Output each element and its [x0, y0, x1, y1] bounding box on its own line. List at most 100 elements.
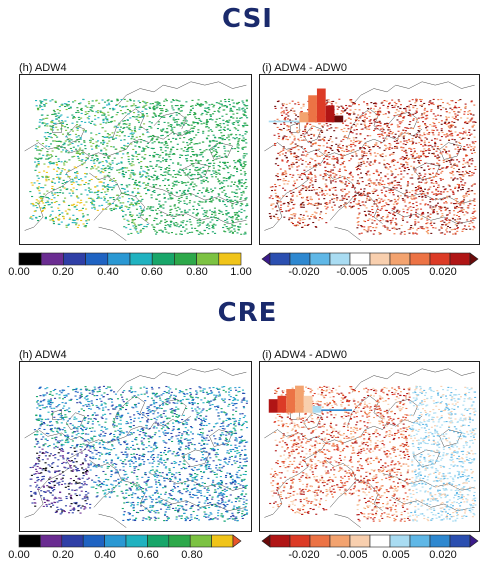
station-dot: [89, 197, 92, 199]
station-dot: [464, 162, 467, 164]
station-dot: [197, 161, 200, 163]
station-dot: [369, 197, 372, 199]
station-dot: [111, 167, 114, 169]
station-dot: [157, 121, 160, 123]
station-dot: [312, 142, 315, 145]
station-dot: [188, 124, 191, 126]
station-dot: [196, 154, 199, 156]
station-dot: [57, 219, 60, 221]
station-dot: [108, 203, 111, 205]
station-dot: [414, 224, 417, 226]
station-dot: [276, 173, 279, 175]
station-dot: [281, 139, 284, 141]
station-dot: [421, 226, 424, 228]
station-dot: [29, 191, 32, 193]
station-dot: [179, 132, 182, 134]
coastline: [89, 416, 191, 443]
station-dot: [127, 233, 130, 235]
station-dot: [463, 214, 466, 216]
station-dot: [353, 124, 356, 126]
station-dot: [449, 135, 452, 137]
station-dot: [89, 188, 92, 190]
station-dot: [236, 202, 239, 204]
station-dot: [329, 138, 332, 140]
station-dot: [189, 174, 192, 176]
station-dot: [415, 142, 418, 144]
station-dot: [235, 137, 238, 139]
station-dot: [222, 119, 225, 121]
station-dot: [423, 140, 426, 142]
station-dot: [416, 99, 419, 101]
station-dot: [430, 179, 433, 182]
station-dot: [60, 114, 63, 116]
station-dot: [146, 223, 149, 226]
station-dot: [218, 108, 221, 110]
station-dot: [353, 113, 356, 115]
station-dot: [73, 166, 76, 168]
station-dot: [432, 134, 435, 136]
station-dot: [138, 146, 141, 148]
station-dot: [417, 121, 420, 123]
station-dot: [63, 187, 66, 189]
station-dot: [285, 107, 288, 109]
station-dot: [58, 218, 61, 220]
station-dot: [46, 197, 49, 199]
station-dot: [146, 166, 149, 168]
station-dot: [374, 155, 377, 157]
station-dot: [149, 135, 152, 137]
station-dot: [201, 104, 204, 106]
station-dot: [202, 122, 205, 124]
station-dot: [133, 174, 136, 176]
station-dot: [197, 233, 200, 235]
station-dot: [302, 222, 305, 224]
station-dot: [434, 143, 437, 145]
coastline: [334, 227, 360, 241]
station-dot: [198, 224, 202, 226]
station-dot: [404, 108, 407, 110]
station-dot: [455, 221, 458, 223]
station-dot: [348, 113, 351, 115]
station-dot: [309, 166, 312, 168]
station-dot: [311, 180, 314, 182]
station-dot: [51, 122, 54, 124]
station-dot: [232, 113, 235, 115]
station-dot: [406, 164, 409, 166]
station-dot: [140, 209, 143, 211]
station-dot: [83, 162, 86, 164]
station-dot: [419, 203, 422, 205]
station-dot: [244, 181, 247, 184]
station-dot: [46, 153, 49, 155]
station-dot: [131, 219, 134, 221]
station-dot: [161, 151, 164, 154]
station-dot: [110, 100, 113, 102]
station-dot: [163, 193, 166, 195]
station-dot: [148, 125, 151, 128]
coastline: [112, 109, 149, 139]
station-dot: [286, 183, 289, 185]
station-dot: [121, 196, 124, 198]
station-dot: [274, 123, 277, 125]
station-dot: [221, 135, 224, 137]
station-dot: [386, 227, 389, 229]
station-dot: [57, 116, 60, 118]
station-dot: [340, 140, 343, 142]
station-dot: [361, 120, 364, 122]
station-dot: [463, 184, 466, 186]
station-dot: [376, 211, 379, 213]
station-dot: [52, 109, 55, 111]
station-dot: [147, 146, 150, 149]
station-dot: [408, 202, 411, 204]
station-dot: [322, 145, 325, 147]
station-dot: [448, 126, 451, 128]
station-dot: [268, 197, 271, 199]
station-dot: [414, 136, 417, 138]
station-dot: [120, 162, 123, 164]
coastline: [112, 396, 149, 426]
station-dot: [374, 105, 377, 107]
station-dot: [74, 176, 77, 179]
station-dot: [123, 139, 126, 141]
station-dot: [218, 194, 221, 196]
station-dot: [389, 182, 392, 184]
station-dot: [225, 113, 228, 115]
station-dot: [218, 141, 221, 143]
